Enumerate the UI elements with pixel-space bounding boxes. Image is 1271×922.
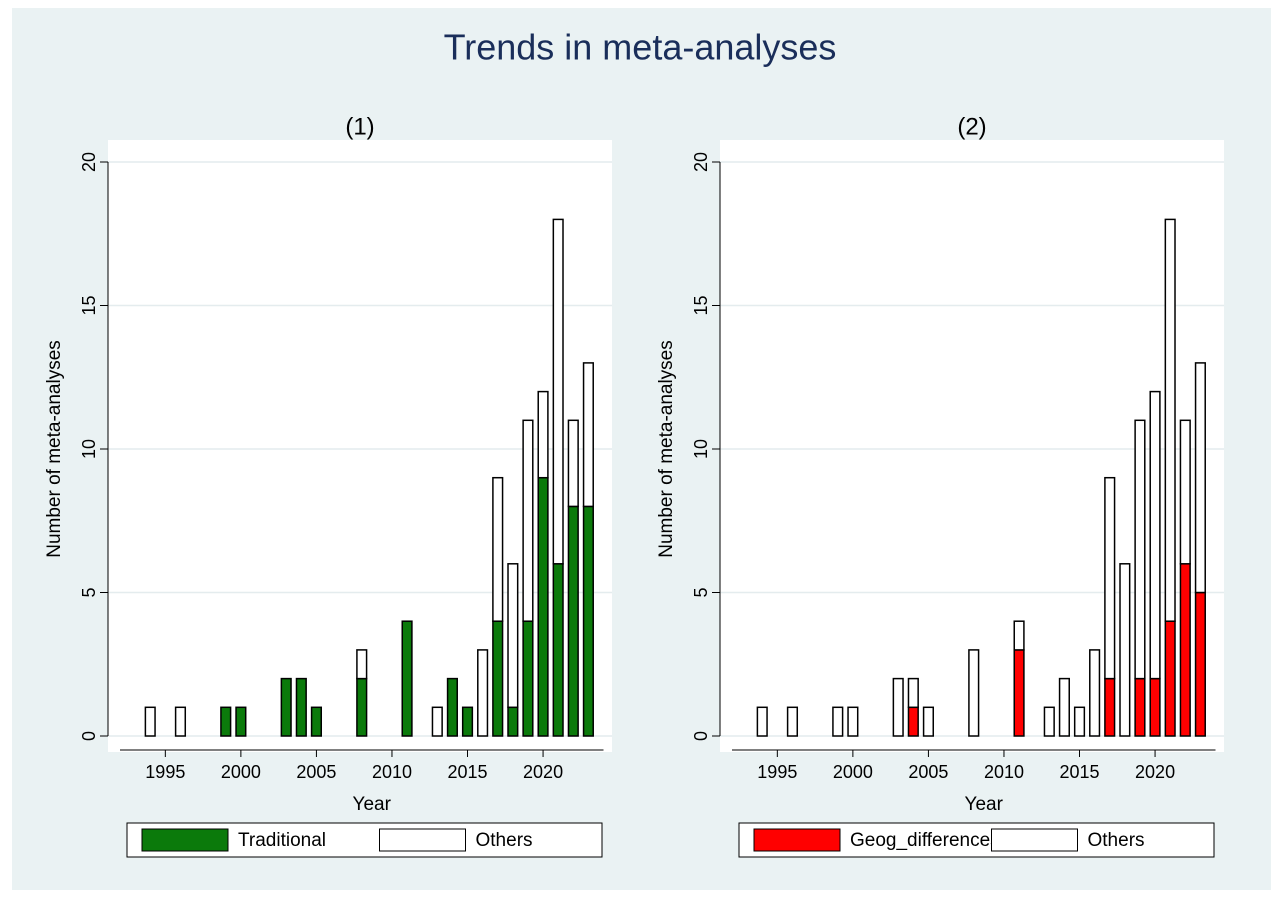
y-tick-label: 10 xyxy=(79,439,99,459)
bar-segment xyxy=(552,563,564,737)
bar-segment xyxy=(431,706,443,737)
panel-title: (2) xyxy=(957,113,986,140)
bar-segment xyxy=(537,476,549,737)
bar-segment xyxy=(507,706,519,737)
bar-segment xyxy=(1089,649,1101,737)
bar-segment xyxy=(356,649,368,680)
bar-segment xyxy=(174,706,187,737)
x-tick-label: 2010 xyxy=(372,762,412,782)
x-tick-label: 2005 xyxy=(908,762,948,782)
bar-segment xyxy=(1194,591,1206,737)
bar-segment xyxy=(582,505,594,737)
bar-segment xyxy=(1194,362,1206,594)
bar-segment xyxy=(968,649,980,737)
x-tick-label: 2015 xyxy=(447,762,487,782)
y-tick-label: 5 xyxy=(691,587,711,597)
legend-label: Others xyxy=(1088,830,1145,851)
x-tick-label: 1995 xyxy=(145,762,185,782)
legend-label: Others xyxy=(476,830,533,851)
bar-segment xyxy=(280,677,292,737)
x-tick-label: 1995 xyxy=(757,762,797,782)
bar-segment xyxy=(552,218,564,565)
bar-segment xyxy=(786,706,799,737)
x-axis-label: Year xyxy=(353,794,392,815)
bar-segment xyxy=(1104,476,1116,680)
x-tick-label: 2020 xyxy=(523,762,563,782)
bar-segment xyxy=(832,706,844,737)
y-tick-label: 20 xyxy=(691,152,711,172)
bar-segment xyxy=(1164,620,1176,737)
y-axis-label: Number of meta-analyses xyxy=(44,340,65,558)
bar-segment xyxy=(1013,620,1025,651)
bar-segment xyxy=(356,677,368,737)
y-tick-label: 0 xyxy=(79,731,99,741)
x-tick-label: 2010 xyxy=(984,762,1024,782)
bar-segment xyxy=(1073,706,1086,737)
x-tick-label: 2015 xyxy=(1059,762,1099,782)
bar-segment xyxy=(1013,649,1025,737)
bar-segment xyxy=(522,419,534,622)
bar-segment xyxy=(492,620,504,737)
bar-segment xyxy=(492,476,504,622)
bar-segment xyxy=(1043,706,1055,737)
bar-segment xyxy=(1179,419,1191,565)
bar-segment xyxy=(567,419,579,508)
x-tick-label: 2005 xyxy=(296,762,336,782)
figure-title: Trends in meta-analyses xyxy=(444,27,837,68)
bar-segment xyxy=(907,677,919,709)
y-axis-label: Number of meta-analyses xyxy=(656,340,677,558)
y-tick-label: 5 xyxy=(79,587,99,597)
bar-segment xyxy=(847,706,859,737)
y-tick-label: 10 xyxy=(691,439,711,459)
x-axis-label: Year xyxy=(965,794,1004,815)
bar-segment xyxy=(401,620,413,737)
bar-segment xyxy=(235,706,247,737)
x-tick-label: 2020 xyxy=(1135,762,1175,782)
bar-segment xyxy=(1179,563,1191,737)
bar-segment xyxy=(567,505,579,737)
bar-segment xyxy=(446,677,458,737)
bar-segment xyxy=(144,706,156,737)
panel-title: (1) xyxy=(345,113,374,140)
legend-label: Traditional xyxy=(238,830,326,851)
bar-segment xyxy=(922,706,935,737)
bar-segment xyxy=(1149,677,1161,737)
y-tick-label: 15 xyxy=(691,295,711,315)
legend-swatch xyxy=(753,828,841,852)
bar-segment xyxy=(522,620,534,737)
y-tick-label: 20 xyxy=(79,152,99,172)
bar-segment xyxy=(477,649,489,737)
bar-segment xyxy=(907,706,919,737)
bar-segment xyxy=(1104,677,1116,737)
bar-segment xyxy=(1058,677,1070,737)
legend-swatch xyxy=(991,828,1078,852)
legend-swatch xyxy=(141,828,229,852)
x-tick-label: 2000 xyxy=(221,762,261,782)
bar-segment xyxy=(1134,677,1146,737)
bar-segment xyxy=(892,677,904,737)
x-tick-label: 2000 xyxy=(833,762,873,782)
bar-segment xyxy=(310,706,323,737)
y-tick-label: 0 xyxy=(691,731,711,741)
bar-segment xyxy=(507,563,519,709)
y-tick-label: 15 xyxy=(79,295,99,315)
legend-swatch xyxy=(379,828,466,852)
bar-segment xyxy=(1164,218,1176,622)
bar-segment xyxy=(756,706,768,737)
bar-segment xyxy=(461,706,474,737)
bar-segment xyxy=(1149,390,1161,680)
bar-segment xyxy=(295,677,307,737)
bar-segment xyxy=(537,390,549,479)
bar-segment xyxy=(1134,419,1146,680)
bar-segment xyxy=(220,706,232,737)
legend-label: Geog_differences xyxy=(850,830,1000,851)
bar-segment xyxy=(582,362,594,508)
bar-segment xyxy=(1119,563,1131,737)
